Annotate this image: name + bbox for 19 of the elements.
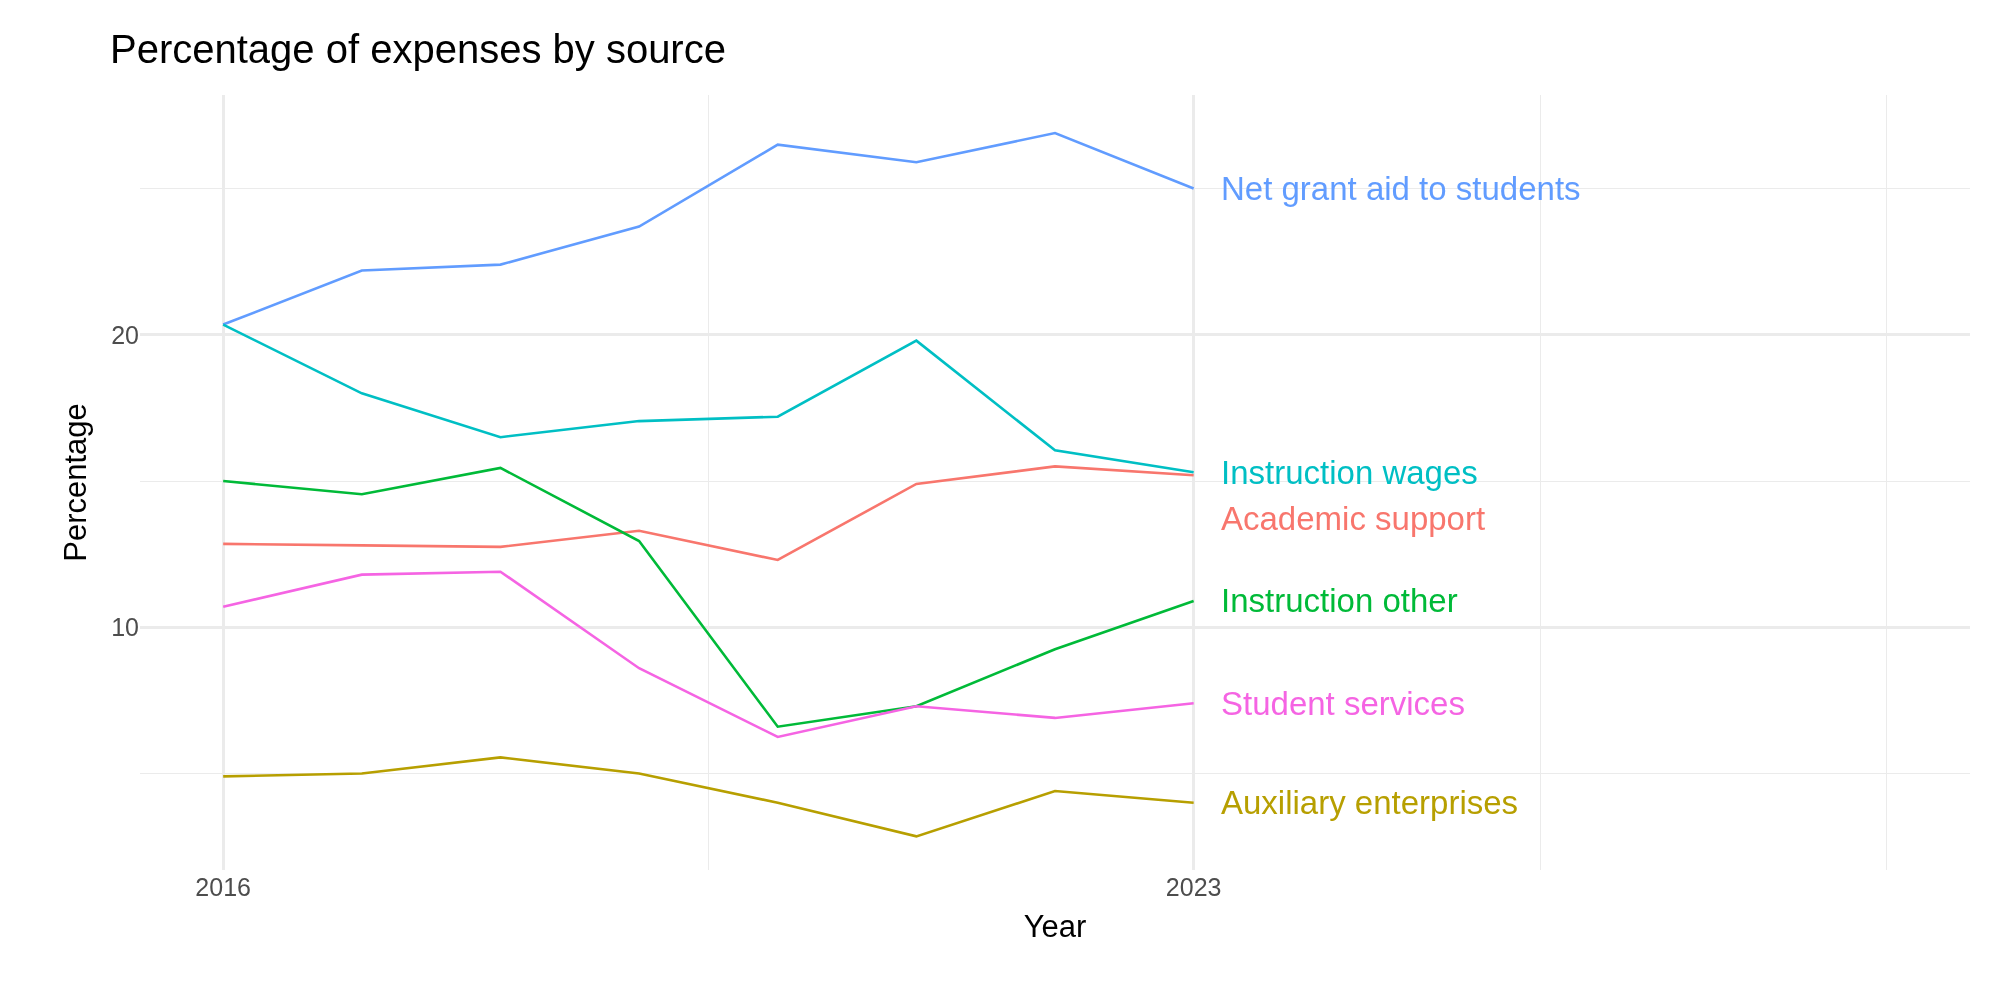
chart-title: Percentage of expenses by source — [110, 27, 726, 71]
x-tick-label: 2023 — [1165, 873, 1222, 901]
y-axis-title: Percentage — [57, 403, 93, 562]
y-tick-label: 20 — [111, 320, 139, 349]
line-series — [221, 570, 1195, 739]
line-series — [221, 465, 1195, 562]
series-label: Student services — [1221, 685, 1465, 722]
series-label: Net grant aid to students — [1221, 170, 1581, 207]
y-tick-label: 10 — [111, 613, 139, 642]
line-series — [221, 466, 1195, 728]
series-label: Instruction other — [1221, 582, 1458, 619]
series-label: Academic support — [1221, 500, 1486, 537]
line-series — [221, 323, 1195, 474]
x-axis-title: Year — [1023, 909, 1087, 945]
line-series — [221, 131, 1195, 326]
x-tick-label: 2016 — [195, 873, 251, 901]
series-label: Instruction wages — [1221, 454, 1478, 491]
line-series — [221, 756, 1195, 838]
series-label: Auxiliary enterprises — [1221, 784, 1519, 821]
